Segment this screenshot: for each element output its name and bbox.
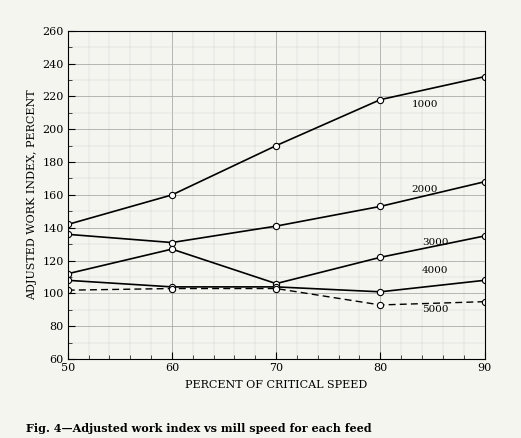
X-axis label: PERCENT OF CRITICAL SPEED: PERCENT OF CRITICAL SPEED — [185, 380, 367, 390]
Text: 5000: 5000 — [422, 305, 449, 314]
Text: 3000: 3000 — [422, 238, 449, 247]
Text: 4000: 4000 — [422, 266, 449, 275]
Text: Fig. 4—Adjusted work index vs mill speed for each feed: Fig. 4—Adjusted work index vs mill speed… — [26, 423, 371, 434]
Y-axis label: ADJUSTED WORK INDEX, PERCENT: ADJUSTED WORK INDEX, PERCENT — [27, 90, 36, 300]
Text: 2000: 2000 — [412, 185, 438, 194]
Text: 1000: 1000 — [412, 100, 438, 109]
